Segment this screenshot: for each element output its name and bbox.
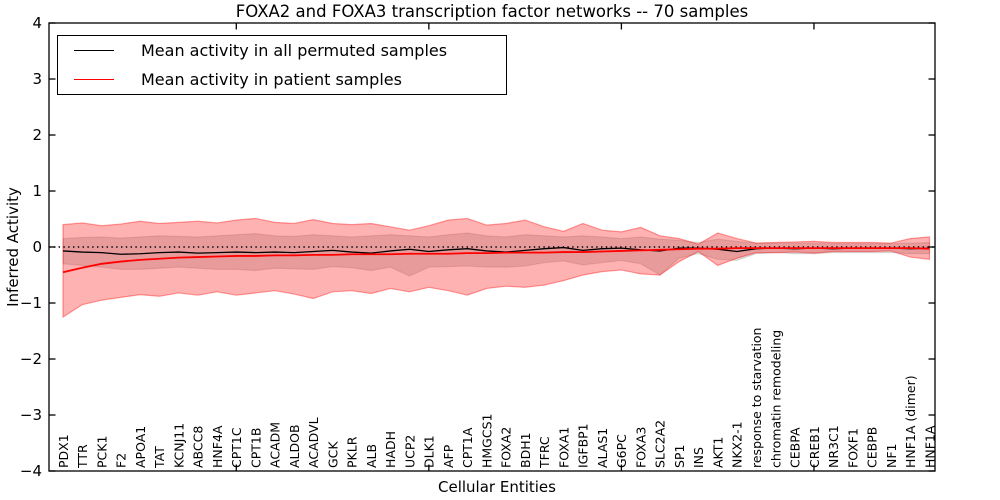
permuted-std-band bbox=[62, 232, 931, 277]
x-axis-label: Cellular Entities bbox=[438, 478, 556, 496]
x-category-label: chromatin remodeling bbox=[768, 330, 783, 468]
x-category-label: IGFBP1 bbox=[576, 423, 591, 468]
legend-item-permuted: Mean activity in all permuted samples bbox=[58, 37, 506, 65]
x-category-label: CPT1A bbox=[460, 427, 475, 468]
x-category-label: GCK bbox=[325, 441, 340, 468]
y-tick-label: 3 bbox=[32, 70, 42, 88]
x-category-label: TTR bbox=[75, 444, 90, 469]
x-category-label: TAT bbox=[152, 446, 167, 469]
y-tick-label: −4 bbox=[20, 462, 42, 480]
y-tick-label: −3 bbox=[20, 406, 42, 424]
x-category-label: APOA1 bbox=[133, 426, 148, 468]
x-category-label: HNF4A bbox=[210, 425, 225, 468]
x-category-label: CREB1 bbox=[807, 426, 822, 468]
x-category-label: TFRC bbox=[537, 436, 552, 469]
x-category-label: UCP2 bbox=[402, 435, 417, 468]
legend: Mean activity in all permuted samples Me… bbox=[57, 35, 507, 95]
y-tick-label: −2 bbox=[20, 350, 42, 368]
x-category-label: F2 bbox=[114, 453, 129, 468]
x-category-label: PKLR bbox=[345, 436, 360, 468]
x-category-label: response to starvation bbox=[749, 328, 764, 469]
x-category-label: AFP bbox=[441, 444, 456, 468]
x-category-label: CEBPA bbox=[788, 427, 803, 468]
x-category-label: ALB bbox=[364, 444, 379, 468]
y-tick-label: −1 bbox=[20, 294, 42, 312]
legend-label-permuted-samples: Mean activity in all permuted samples bbox=[141, 41, 448, 60]
x-category-label: PCK1 bbox=[94, 436, 109, 468]
x-category-label: NR3C1 bbox=[826, 425, 841, 468]
x-category-label: CEBPB bbox=[865, 427, 880, 468]
x-category-label: ALDOB bbox=[287, 424, 302, 468]
x-category-label: G6PC bbox=[614, 434, 629, 468]
y-tick-label: 1 bbox=[32, 182, 42, 200]
x-category-label: HADH bbox=[383, 431, 398, 468]
x-category-label: PDX1 bbox=[56, 434, 71, 468]
patient-mean-line bbox=[62, 247, 930, 274]
x-category-label: CPT1B bbox=[248, 428, 263, 468]
x-category-label: ACADM bbox=[268, 422, 283, 468]
legend-label-patient-samples: Mean activity in patient samples bbox=[141, 70, 402, 89]
chart-title: FOXA2 and FOXA3 transcription factor net… bbox=[235, 2, 749, 21]
x-category-label: SP1 bbox=[672, 445, 687, 468]
x-category-label: DLK1 bbox=[422, 435, 437, 468]
x-category-label: HNF1A (dimer) bbox=[903, 375, 918, 468]
legend-line-patient-samples bbox=[74, 79, 114, 80]
x-category-label: CPT1C bbox=[229, 427, 244, 468]
x-category-label: FOXF1 bbox=[845, 428, 860, 468]
y-tick-label: 2 bbox=[32, 126, 42, 144]
legend-item-patient: Mean activity in patient samples bbox=[58, 66, 506, 94]
x-category-label: INS bbox=[691, 447, 706, 468]
x-category-label: HMGCS1 bbox=[479, 414, 494, 469]
x-category-label: KCNJ11 bbox=[171, 423, 186, 468]
x-category-label: SLC2A2 bbox=[653, 420, 668, 468]
x-category-label: BDH1 bbox=[518, 432, 533, 468]
patient-std-band bbox=[62, 217, 931, 319]
x-category-label: FOXA1 bbox=[556, 427, 571, 468]
x-category-label: ALAS1 bbox=[595, 428, 610, 468]
x-category-label: FOXA3 bbox=[633, 427, 648, 468]
x-category-label: ACADVL bbox=[306, 417, 321, 468]
y-tick-label: 0 bbox=[32, 238, 42, 256]
x-category-label: AKT1 bbox=[710, 437, 725, 468]
x-category-label: FOXA2 bbox=[499, 427, 514, 468]
x-category-label: HNF1A bbox=[922, 425, 937, 468]
x-category-label: ABCC8 bbox=[191, 426, 206, 468]
y-tick-label: 4 bbox=[32, 14, 42, 32]
x-category-label: NKX2-1 bbox=[730, 421, 745, 468]
legend-line-permuted-samples bbox=[74, 50, 114, 51]
x-category-label: NF1 bbox=[884, 444, 899, 469]
